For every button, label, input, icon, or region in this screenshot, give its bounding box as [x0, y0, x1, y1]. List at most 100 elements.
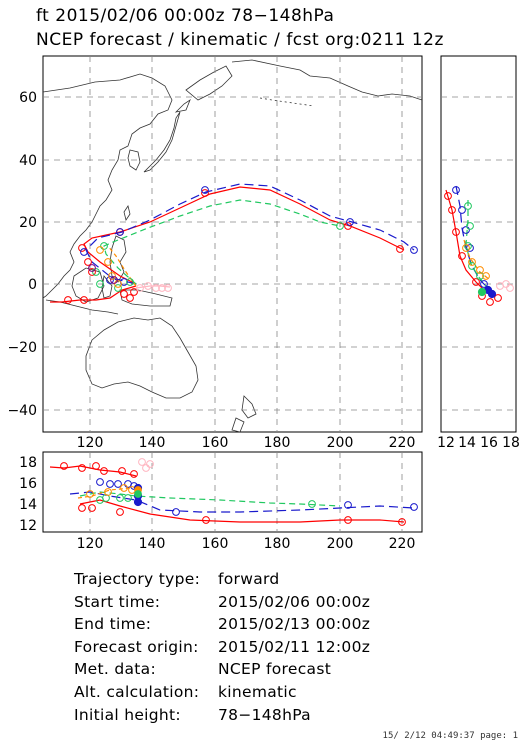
- trajectory-marker: [114, 480, 122, 488]
- trajectory-marker: [468, 262, 476, 270]
- trajectory-marker: [462, 226, 470, 234]
- trajectory-marker: [458, 206, 466, 214]
- trajectory-marker: [114, 284, 122, 292]
- trajectory-marker: [88, 504, 96, 512]
- trajectory-marker: [104, 258, 112, 266]
- trajectory-marker: [110, 276, 118, 284]
- trajectory-marker: [477, 287, 487, 297]
- trajectory-marker: [130, 470, 138, 478]
- trajectory-marker: [448, 206, 456, 214]
- trajectory-marker: [336, 222, 344, 230]
- trajectory-marker: [344, 501, 352, 509]
- info-value: 2015/02/11 12:00z: [218, 637, 371, 656]
- trajectory-marker: [468, 258, 476, 266]
- trajectory-marker: [202, 516, 210, 524]
- trajectory-marker: [133, 497, 143, 507]
- trajectory-marker: [452, 186, 460, 194]
- info-row: Alt. calculation: kinematic: [74, 681, 370, 704]
- trajectory-marker: [116, 494, 124, 502]
- trajectory-marker: [346, 218, 354, 226]
- info-row: End time: 2015/02/13 00:00z: [74, 613, 370, 636]
- trajectory-marker: [60, 462, 68, 470]
- trajectory-marker: [487, 289, 497, 299]
- bottom-trajectories: [49, 458, 418, 526]
- y-tick-label: 40: [19, 153, 37, 169]
- trajectory-marker: [480, 280, 488, 288]
- trajectory-marker: [502, 280, 510, 288]
- info-label: End time:: [74, 615, 152, 634]
- trajectory-marker: [146, 460, 154, 468]
- side-x-tick-label: 14: [458, 435, 476, 451]
- trajectory-marker: [86, 490, 94, 498]
- trajectory-marker: [486, 298, 494, 306]
- trajectory-marker: [201, 189, 209, 197]
- info-label: Met. data:: [74, 660, 156, 679]
- side-latitude-panel: 12 14 16 18: [437, 55, 520, 451]
- main-x-axis-labels: 120 140 160 180 200 220: [77, 435, 416, 451]
- info-label: Initial height:: [74, 705, 181, 724]
- y-tick-label: −40: [7, 403, 37, 419]
- trajectory-marker: [410, 246, 418, 254]
- trajectory-marker: [114, 280, 122, 288]
- trajectory-marker: [452, 228, 460, 236]
- trajectory-line-blue: [85, 183, 415, 285]
- trajectory-marker: [116, 508, 124, 516]
- trajectory-marker: [158, 284, 166, 292]
- info-row: Initial height: 78−148hPa: [74, 704, 370, 727]
- footer-timestamp: 15/ 2/12 04:49:37 page: 1: [382, 731, 518, 741]
- bottom-y-tick-label: 12: [19, 518, 37, 534]
- bottom-x-tick-label: 140: [139, 536, 166, 552]
- trajectory-marker: [100, 242, 108, 250]
- trajectory-marker: [78, 244, 86, 252]
- bottom-y-tick-label: 14: [19, 497, 37, 513]
- trajectory-marker: [464, 202, 472, 210]
- info-value: 78−148hPa: [218, 705, 311, 724]
- bottom-line-blue: [69, 491, 415, 513]
- info-row: Trajectory type: forward: [74, 568, 370, 591]
- bottom-line-orange: [77, 487, 131, 499]
- y-tick-label: 20: [19, 215, 37, 231]
- info-label: Alt. calculation:: [74, 682, 200, 701]
- trajectory-marker: [201, 186, 209, 194]
- trajectory-marker: [126, 278, 134, 286]
- trajectory-marker: [506, 284, 514, 292]
- trajectory-marker: [120, 290, 128, 298]
- info-value: forward: [218, 570, 280, 588]
- map-title-line-1: ft 2015/02/06 00:00z 78−148hPa: [36, 6, 335, 26]
- info-value: kinematic: [218, 682, 297, 701]
- trajectory-marker: [396, 245, 404, 253]
- info-value: 2015/02/06 00:00z: [218, 592, 371, 611]
- trajectory-marker: [78, 504, 86, 512]
- info-value: NCEP forecast: [218, 660, 332, 679]
- trajectory-marker: [152, 284, 160, 292]
- trajectory-marker: [458, 252, 466, 260]
- trajectory-marker: [482, 272, 490, 280]
- trajectory-marker: [78, 464, 86, 472]
- trajectory-marker: [96, 280, 104, 288]
- trajectory-marker: [308, 500, 316, 508]
- trajectory-marker: [104, 488, 112, 496]
- trajectory-marker: [476, 266, 484, 274]
- side-line-green: [465, 200, 487, 287]
- main-map-panel: 60 40 20 0 −20 −40: [7, 55, 423, 433]
- trajectory-marker: [106, 480, 114, 488]
- trajectory-marker: [444, 192, 452, 200]
- side-x-tick-label: 12: [437, 435, 455, 451]
- trajectory-marker: [476, 272, 484, 280]
- trajectory-line-green: [103, 199, 341, 285]
- trajectory-marker: [92, 462, 100, 470]
- info-label: Forecast origin:: [74, 637, 199, 656]
- trajectory-marker: [398, 518, 406, 526]
- trajectory-marker: [120, 484, 128, 492]
- trajectory-marker: [472, 278, 480, 286]
- trajectory-marker: [84, 258, 92, 266]
- trajectory-marker: [130, 288, 138, 296]
- x-tick-label: 160: [202, 435, 229, 451]
- trajectory-marker: [96, 478, 104, 486]
- side-x-tick-label: 18: [502, 435, 520, 451]
- side-trajectories: [444, 185, 514, 306]
- trajectory-info-block: Trajectory type: forward Start time: 2015/…: [74, 568, 370, 726]
- y-tick-label: 0: [28, 277, 37, 293]
- trajectory-marker: [172, 508, 180, 516]
